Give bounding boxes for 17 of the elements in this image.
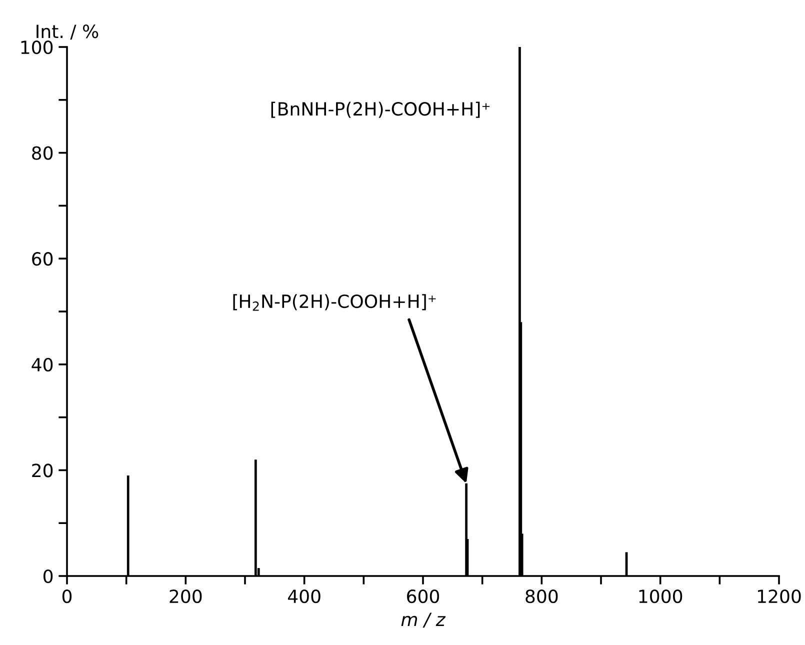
- x-tick-label: 800: [526, 590, 558, 604]
- x-tick-label: 200: [170, 590, 202, 604]
- x-tick-label: 600: [407, 590, 440, 604]
- annotation: [BnNH-P(2H)-COOH+H]⁺: [271, 102, 490, 118]
- y-axis-title: Int. / %: [36, 24, 98, 40]
- y-tick-label: 80: [32, 146, 53, 160]
- y-tick-label: 0: [44, 569, 53, 584]
- x-tick-label: 1000: [639, 590, 682, 604]
- x-axis-title: m / z: [401, 612, 446, 628]
- annotation: [H$_{2}$N-P(2H)-COOH+H]⁺: [233, 294, 436, 311]
- y-tick-label: 100: [21, 40, 53, 54]
- x-tick-label: 1200: [758, 590, 801, 604]
- y-tick-label: 60: [32, 252, 53, 266]
- y-tick-label: 20: [32, 464, 53, 478]
- y-tick-label: 40: [32, 358, 53, 372]
- x-tick-label: 400: [288, 590, 320, 604]
- x-tick-label: 0: [62, 590, 72, 604]
